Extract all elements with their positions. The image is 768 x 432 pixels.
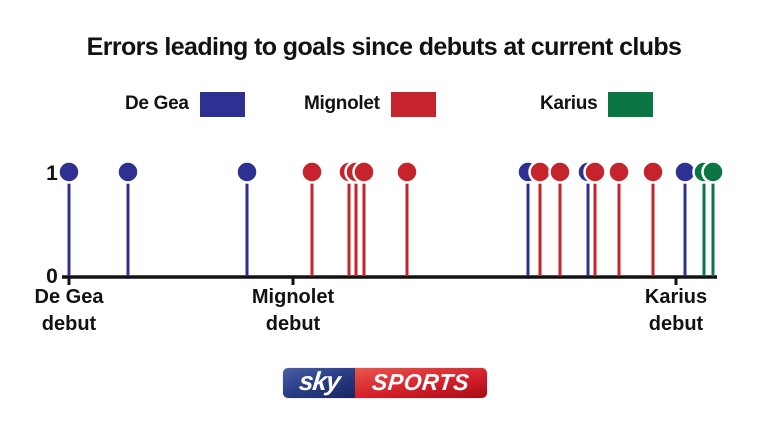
marker-circle-mignolet <box>641 160 665 184</box>
chart-area: De Gea debut Mignolet debut Karius debut 1 0 <box>0 140 768 340</box>
legend-label-karius: Karius <box>540 93 598 114</box>
marker-circle-de_gea <box>57 160 81 184</box>
x-tick-label-line2: debut <box>42 313 97 335</box>
marker-circle-de_gea <box>235 160 259 184</box>
x-tick-label-line2: debut <box>649 313 704 335</box>
legend-label-de-gea: De Gea <box>125 93 189 114</box>
x-tick-label-line1: De Gea <box>35 286 105 308</box>
legend-label-mignolet: Mignolet <box>304 93 380 114</box>
legend-item-de-gea: De Gea <box>125 91 245 117</box>
sky-logo-blue-panel: sky <box>283 368 355 398</box>
marker-circle-mignolet <box>352 160 376 184</box>
marker-circle-mignolet <box>300 160 324 184</box>
sky-logo-sports-text: SPORTS <box>371 368 472 395</box>
sky-sports-logo: sky SPORTS <box>283 368 487 398</box>
chart-svg: De Gea debut Mignolet debut Karius debut 1 0 <box>35 160 725 335</box>
sky-logo-sky-text: sky <box>297 368 342 396</box>
marker-circle-mignolet <box>548 160 572 184</box>
x-tick-label-line1: Mignolet <box>252 286 335 308</box>
page-title: Errors leading to goals since debuts at … <box>86 33 682 61</box>
legend-item-karius: Karius <box>540 91 654 117</box>
marker-circle-mignolet <box>583 160 607 184</box>
y-axis-label-0: 0 <box>46 265 58 288</box>
marker-circle-mignolet <box>607 160 631 184</box>
legend-item-mignolet: Mignolet <box>304 91 436 117</box>
x-tick-label-line1: Karius <box>645 286 707 308</box>
sky-logo-red-panel: SPORTS <box>355 368 487 398</box>
legend-swatch-mignolet <box>390 91 436 117</box>
legend-swatch-karius <box>608 91 654 117</box>
legend: De Gea Mignolet Karius <box>0 91 768 119</box>
legend-swatch-de-gea <box>199 91 245 117</box>
marker-circle-karius <box>701 160 725 184</box>
marker-circle-mignolet <box>528 160 552 184</box>
marker-circle-de_gea <box>116 160 140 184</box>
marker-circle-mignolet <box>395 160 419 184</box>
x-tick-label-line2: debut <box>266 313 321 335</box>
y-axis-label-1: 1 <box>46 162 58 185</box>
